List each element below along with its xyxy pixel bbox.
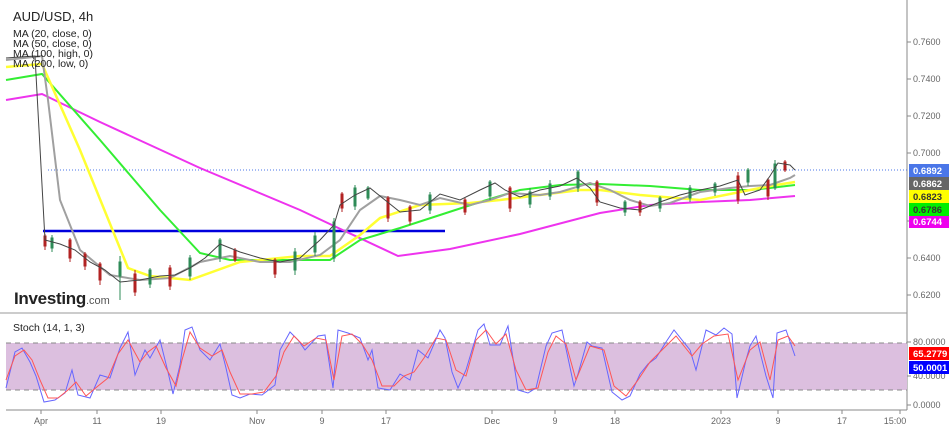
stoch-title: Stoch (14, 1, 3) [13,322,85,334]
ma50-line [5,62,796,282]
stoch-d-badge: 65.2779 [913,349,947,360]
time-tick: 9 [775,416,780,426]
time-tick: Dec [484,416,501,426]
stoch-k-badge: 50.0001 [913,363,948,374]
legend-ma100[interactable]: MA (100, high, 0) [13,48,93,60]
time-tick: Nov [249,416,266,426]
price-tick: 0.7000 [913,148,941,158]
time-tick: Apr [34,416,48,426]
price-badges: 0.6892 0.6862 0.6823 0.6786 0.6744 [909,164,949,228]
candles [5,55,796,300]
time-axis: Apr 11 19 Nov 9 17 Dec 9 18 2023 9 17 15… [34,410,906,426]
ma200-line [5,92,796,258]
investing-logo: Investing.com [14,289,110,309]
time-tick: 19 [156,416,166,426]
time-tick: 18 [610,416,620,426]
price-tick: 0.7600 [913,37,941,47]
time-tick: 2023 [711,416,731,426]
price-tick: 0.6200 [913,290,941,300]
ma20-badge: 0.6862 [913,179,942,190]
last-price-badge: 0.6892 [913,166,942,177]
stoch-band [6,343,907,390]
logo-suffix: .com [85,295,110,307]
stoch-axis: 80.0000 40.0000 0.0000 65.2779 50.0001 [907,337,949,410]
stoch-tick: 40.0000 [913,371,946,381]
price-tick: 0.6400 [913,253,941,263]
time-tick: 17 [837,416,847,426]
stoch-tick: 80.0000 [913,337,946,347]
price-tick: 0.7400 [913,74,941,84]
time-tick: 11 [92,416,101,426]
stoch-d-line [5,329,796,399]
time-tick: 15:00 [884,416,907,426]
price-tick: 0.7200 [913,111,941,121]
ma50-badge: 0.6823 [913,192,942,203]
legend-ma50[interactable]: MA (50, close, 0) [13,38,92,50]
chart-title: AUD/USD, 4h [13,9,94,24]
time-tick: 9 [319,416,324,426]
time-tick: 9 [552,416,557,426]
time-tick: 17 [381,416,391,426]
stoch-k-line [5,323,796,403]
ma100-badge: 0.6786 [913,205,942,216]
logo-brand: Investing [14,289,86,308]
legend-ma20[interactable]: MA (20, close, 0) [13,28,92,40]
stoch-tick: 0.0000 [913,400,941,410]
indicator-legend: MA (20, close, 0) MA (50, close, 0) MA (… [13,28,93,70]
legend-ma200[interactable]: MA (200, low, 0) [13,58,89,70]
ma20-line [5,54,796,282]
ma200-badge: 0.6744 [913,217,943,228]
